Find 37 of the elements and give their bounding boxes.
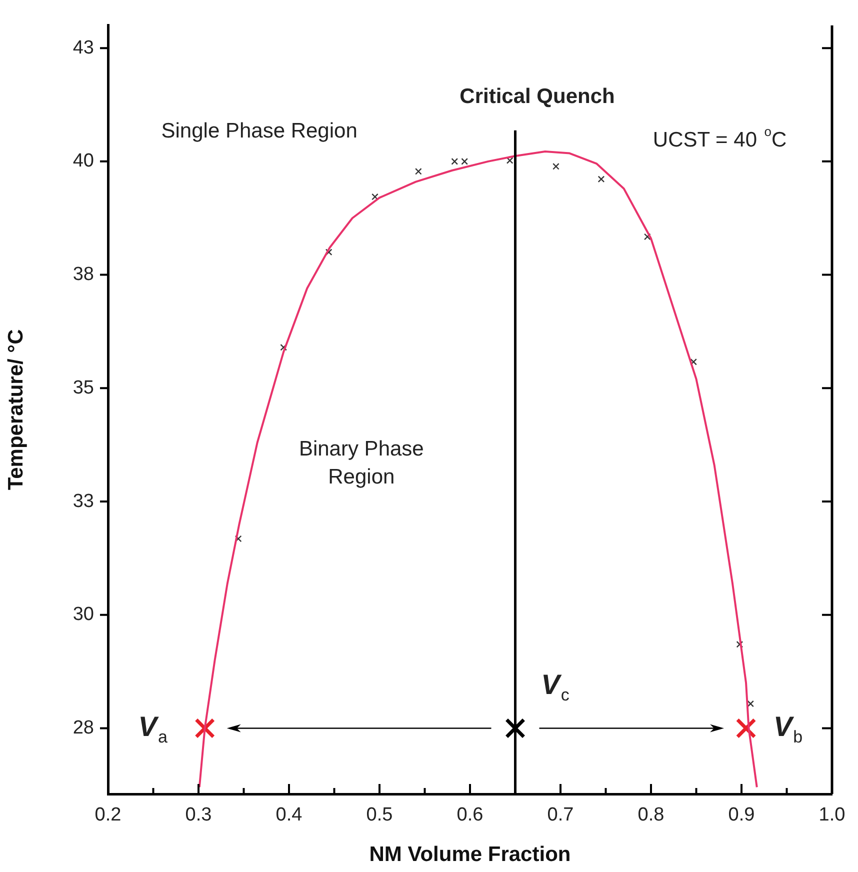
- point: [325, 248, 332, 256]
- annotation: Single Phase Region: [161, 119, 358, 142]
- ref-line-label: Critical Quench: [460, 85, 615, 108]
- x-tick-label: 0.7: [547, 804, 574, 826]
- point: [461, 158, 468, 165]
- point: [736, 640, 744, 648]
- point: [194, 718, 216, 738]
- y-axis-title: Temperature/ °C: [4, 329, 28, 490]
- x-tick-label: 0.6: [456, 804, 484, 826]
- point: [747, 700, 754, 708]
- y-tick-label: 35: [72, 377, 94, 398]
- y-tick-label: 43: [72, 37, 94, 58]
- point: [280, 344, 287, 351]
- point: [690, 358, 697, 366]
- y-tick-label: 40: [72, 150, 94, 172]
- x-tick-label: 0.8: [638, 804, 664, 826]
- point: [552, 162, 560, 170]
- point: [644, 233, 651, 240]
- x-axis-title: NM Volume Fraction: [369, 843, 571, 866]
- point: [451, 158, 458, 165]
- x-tick-label: 0.4: [276, 804, 303, 826]
- x-tick-label: 0.3: [185, 804, 212, 826]
- x-tick-label: 0.5: [366, 804, 393, 826]
- point: [505, 718, 526, 738]
- y-tick-label: 30: [72, 604, 94, 626]
- point: [234, 535, 242, 542]
- annotation: Binary Phase Region: [298, 437, 424, 488]
- y-tick-label: 38: [72, 264, 94, 286]
- x-tick-label: 1.0: [818, 804, 846, 826]
- x-tick-label: 0.9: [728, 804, 755, 826]
- point: [598, 176, 605, 183]
- x-tick-label: 0.2: [94, 804, 122, 826]
- point: [506, 157, 514, 164]
- y-tick-label: 28: [72, 717, 94, 738]
- point: [372, 193, 378, 200]
- y-tick-label: 33: [72, 490, 94, 512]
- point: [414, 168, 422, 175]
